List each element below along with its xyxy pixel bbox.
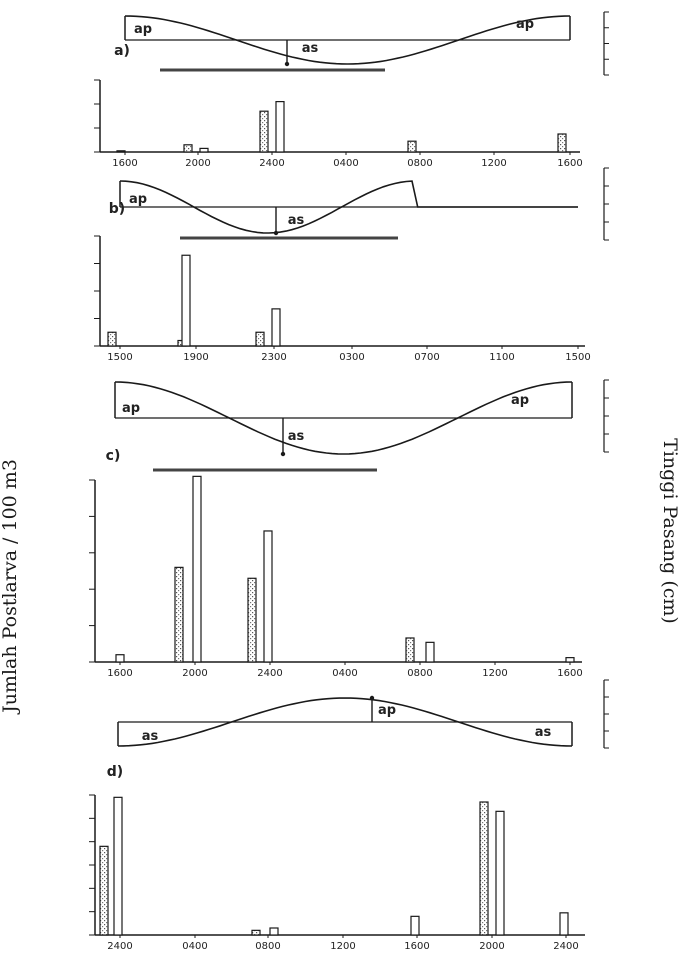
x-tick-label: 2300: [261, 352, 286, 363]
x-tick-label: 1600: [107, 668, 132, 679]
bar-series-1: [116, 150, 126, 153]
tide-arrow-head: [369, 695, 375, 701]
tide-curve: [114, 381, 573, 455]
x-tick-label: 0700: [414, 352, 439, 363]
bar-series-1: [174, 566, 184, 663]
tide-label: as: [142, 729, 159, 744]
y-axis-label-left: Jumlah Postlarva / 100 m3: [0, 459, 21, 713]
bar-series-2: [565, 657, 575, 663]
bar-series-1: [479, 801, 489, 936]
x-tick-label: 0800: [255, 941, 280, 952]
x-tick-label: 2000: [185, 158, 210, 169]
panel-2: [94, 167, 609, 349]
y-axis-label-right: Tinggi Pasang (cm): [659, 438, 681, 624]
x-tick-label: 0400: [333, 158, 358, 169]
bar-series-1: [183, 144, 193, 153]
bar-series-2: [271, 308, 281, 347]
bar-series-2: [113, 796, 123, 936]
bar-series-2: [495, 810, 505, 936]
bar-series-2: [269, 927, 279, 936]
x-tick-label: 2400: [257, 668, 282, 679]
tide-arrow-head: [280, 451, 286, 457]
x-tick-label: 0800: [407, 158, 432, 169]
bar-series-2: [559, 912, 569, 936]
x-tick-label: 0300: [339, 352, 364, 363]
x-tick-label: 1600: [557, 158, 582, 169]
tide-label: ap: [516, 17, 534, 32]
bar-series-2: [275, 100, 285, 153]
x-tick-label: 1100: [489, 352, 514, 363]
panel-3: [89, 379, 609, 665]
bar-series-1: [557, 133, 567, 153]
bar-series-2: [192, 475, 202, 663]
tide-label: ap: [134, 22, 152, 37]
bar-series-1: [405, 637, 415, 663]
x-tick-label: 1600: [557, 668, 582, 679]
tide-label: ap: [129, 192, 147, 207]
panel-letter: a): [114, 43, 130, 59]
x-tick-label: 2000: [182, 668, 207, 679]
tide-arrow-head: [273, 230, 279, 236]
tide-label: as: [288, 213, 305, 228]
tide-arrow-head: [284, 61, 290, 67]
x-tick-label: 1500: [107, 352, 132, 363]
bar-series-2: [263, 530, 273, 663]
bar-series-1: [247, 577, 257, 663]
panel-letter: b): [109, 201, 125, 217]
x-tick-label: 1200: [330, 941, 355, 952]
x-tick-label: 1200: [481, 158, 506, 169]
panel-4: [89, 679, 609, 938]
x-tick-label: 1900: [183, 352, 208, 363]
x-tick-label: 1500: [565, 352, 590, 363]
x-tick-label: 2000: [479, 941, 504, 952]
bar-series-2: [199, 147, 209, 153]
x-tick-label: 2400: [259, 158, 284, 169]
bar-series-1: [259, 110, 269, 153]
tide-curve: [117, 697, 573, 747]
x-tick-label: 1600: [112, 158, 137, 169]
tide-label: as: [535, 725, 552, 740]
tide-label: ap: [378, 703, 396, 718]
tide-curve: [124, 15, 571, 65]
x-tick-label: 0400: [182, 941, 207, 952]
panel-letter: d): [107, 764, 123, 780]
bar-series-1: [107, 331, 117, 347]
tide-label: as: [288, 429, 305, 444]
tide-label: ap: [511, 393, 529, 408]
x-tick-label: 1600: [404, 941, 429, 952]
bar-series-2: [181, 254, 191, 347]
tide-label: as: [302, 41, 319, 56]
x-tick-label: 2400: [553, 941, 578, 952]
bar-series-1: [99, 845, 109, 936]
bar-series-1: [255, 331, 265, 347]
x-tick-label: 0800: [407, 668, 432, 679]
x-tick-label: 2400: [107, 941, 132, 952]
tide-label: ap: [122, 401, 140, 416]
bar-series-1: [251, 929, 261, 936]
x-tick-label: 0400: [332, 668, 357, 679]
bar-series-2: [410, 915, 420, 936]
bar-series-2: [115, 654, 125, 663]
bar-series-1: [407, 140, 417, 153]
x-tick-label: 1200: [482, 668, 507, 679]
panel-1: [94, 11, 609, 155]
panel-letter: c): [106, 448, 121, 464]
bar-series-2: [425, 641, 435, 663]
